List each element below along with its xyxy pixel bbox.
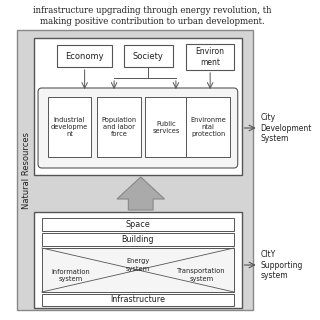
FancyBboxPatch shape — [186, 97, 230, 157]
Text: Building: Building — [122, 235, 154, 244]
FancyBboxPatch shape — [42, 233, 234, 246]
Polygon shape — [117, 177, 164, 210]
FancyBboxPatch shape — [97, 97, 141, 157]
FancyBboxPatch shape — [124, 45, 173, 67]
Text: Space: Space — [125, 220, 150, 229]
FancyBboxPatch shape — [34, 38, 242, 175]
FancyBboxPatch shape — [186, 44, 234, 70]
Text: CItY
Supporting
system: CItY Supporting system — [260, 250, 303, 280]
Text: Industrial
developme
nt: Industrial developme nt — [51, 117, 88, 137]
Text: infrastructure upgrading through energy revolution, th: infrastructure upgrading through energy … — [33, 6, 271, 15]
FancyBboxPatch shape — [42, 218, 234, 231]
FancyBboxPatch shape — [42, 248, 234, 292]
Text: making positive contribution to urban development.: making positive contribution to urban de… — [40, 17, 265, 26]
FancyBboxPatch shape — [34, 212, 242, 308]
FancyBboxPatch shape — [145, 97, 188, 157]
Text: Natural Resources: Natural Resources — [22, 132, 31, 209]
FancyBboxPatch shape — [38, 88, 238, 168]
FancyBboxPatch shape — [57, 45, 112, 67]
Text: Information
system: Information system — [51, 268, 90, 282]
FancyBboxPatch shape — [48, 97, 91, 157]
Text: Economy: Economy — [65, 52, 104, 60]
FancyBboxPatch shape — [17, 30, 253, 310]
Text: Energy
system: Energy system — [126, 259, 150, 271]
Text: Society: Society — [133, 52, 164, 60]
Text: Infrastructure: Infrastructure — [110, 295, 165, 305]
Text: Environ
ment: Environ ment — [196, 47, 225, 67]
Text: Population
and labor
force: Population and labor force — [101, 117, 136, 137]
Text: Environme
ntal
protection: Environme ntal protection — [190, 117, 226, 137]
Text: Transportation
system: Transportation system — [177, 268, 226, 282]
Text: City
Development
System: City Development System — [260, 113, 312, 143]
Text: Public
services: Public services — [153, 121, 180, 133]
FancyBboxPatch shape — [42, 294, 234, 306]
